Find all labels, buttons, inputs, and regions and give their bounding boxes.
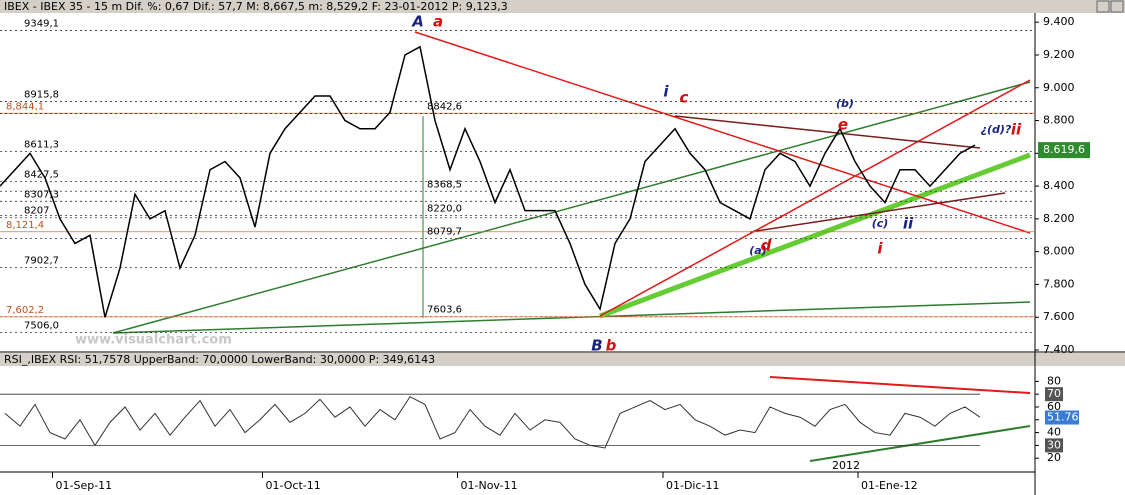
wave-label: (b) xyxy=(836,97,854,110)
wave-label: A xyxy=(411,13,424,31)
level-label: 7,602,2 xyxy=(6,305,44,316)
wave-label: i xyxy=(663,83,669,101)
y-tick-label: 9.200 xyxy=(1043,48,1075,61)
y-tick-label: 7.400 xyxy=(1043,343,1075,356)
y-tick-label: 20 xyxy=(1047,451,1061,464)
last-price-box xyxy=(1038,142,1090,159)
level-label: 8220,0 xyxy=(427,204,462,215)
level-label: 8427,5 xyxy=(24,170,59,181)
wave-label: (a) xyxy=(749,244,766,257)
level-label: 8207 xyxy=(24,206,49,217)
x-tick-label: 01-Dic-11 xyxy=(666,479,720,492)
wave-label: ii xyxy=(903,215,914,233)
wave-label: B xyxy=(591,337,602,355)
header-bar xyxy=(0,0,1125,13)
y-tick-label: 7.600 xyxy=(1043,310,1075,323)
wave-label: ii xyxy=(1011,121,1022,139)
year-label: 2012 xyxy=(832,459,860,472)
level-label: 7506,0 xyxy=(24,321,59,332)
band-label: 30 xyxy=(1047,438,1061,451)
level-label: 8915,8 xyxy=(24,90,59,101)
wave-label: a xyxy=(433,13,443,31)
price-line xyxy=(0,45,976,318)
level-label: 8368,5 xyxy=(427,179,462,190)
y-tick-label: 8.400 xyxy=(1043,179,1075,192)
y-tick-label: 8.800 xyxy=(1043,114,1075,127)
wave-label: (c) xyxy=(872,217,889,230)
y-tick-label: 7.800 xyxy=(1043,277,1075,290)
y-tick-label: 9.400 xyxy=(1043,15,1075,28)
wave-label: d xyxy=(761,237,772,255)
y-tick-label: 9.000 xyxy=(1043,81,1075,94)
x-tick-label: 01-Ene-12 xyxy=(861,479,918,492)
level-label: 8842,6 xyxy=(427,102,462,113)
level-label: 8611,3 xyxy=(24,139,59,150)
level-label: 9349,1 xyxy=(24,19,59,30)
last-price-label: 8.619,6 xyxy=(1043,143,1085,156)
header: IBEX - IBEX 35 - 15 m Dif. %: 0,67 Dif.:… xyxy=(4,0,508,13)
wave-label: b xyxy=(606,337,617,355)
level-label: 7902,7 xyxy=(24,256,59,267)
level-label: 7603,6 xyxy=(427,305,462,316)
rsi-last-label: 51.76 xyxy=(1047,411,1079,424)
y-tick-label: 60 xyxy=(1047,400,1061,413)
trendlines xyxy=(112,31,1031,462)
level-label: 8307,3 xyxy=(24,189,59,200)
wave-label: i xyxy=(877,240,883,258)
rsi-header-bar xyxy=(0,353,1125,366)
wave-label: e xyxy=(838,116,848,134)
band-box xyxy=(1045,438,1063,453)
x-tick-label: 01-Oct-11 xyxy=(266,479,321,492)
rsi-line xyxy=(4,396,981,449)
wave-label: ¿(d)? xyxy=(981,123,1012,136)
band-box xyxy=(1045,387,1063,402)
y-tick-label: 40 xyxy=(1047,426,1061,439)
x-tick-label: 01-Nov-11 xyxy=(461,479,518,492)
rsi-header: RSI_,IBEX RSI: 51,7578 UpperBand: 70,000… xyxy=(4,353,435,366)
y-tick-label: 8.000 xyxy=(1043,245,1075,258)
close-button[interactable] xyxy=(1110,0,1124,13)
minimize-button[interactable] xyxy=(1096,0,1110,13)
y-tick-label: 8.200 xyxy=(1043,212,1075,225)
level-label: 8,844,1 xyxy=(6,101,44,112)
level-label: 8,121,4 xyxy=(6,220,44,231)
watermark: www.visualchart.com xyxy=(75,333,232,348)
band-label: 70 xyxy=(1047,387,1061,400)
wave-label: c xyxy=(680,89,689,107)
rsi-last-box xyxy=(1045,410,1079,425)
level-label: 8079,7 xyxy=(427,227,462,238)
y-tick-label: 80 xyxy=(1047,374,1061,387)
x-tick-label: 01-Sep-11 xyxy=(56,479,113,492)
